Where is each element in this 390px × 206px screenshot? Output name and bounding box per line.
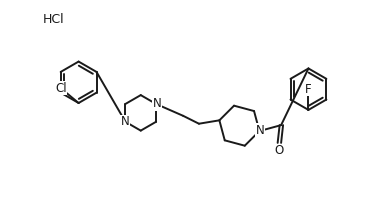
Text: F: F: [305, 83, 312, 96]
Text: HCl: HCl: [43, 13, 65, 26]
Text: O: O: [275, 144, 284, 157]
Text: N: N: [153, 97, 161, 110]
Text: Cl: Cl: [55, 82, 67, 95]
Text: N: N: [121, 115, 130, 128]
Text: N: N: [256, 124, 265, 137]
